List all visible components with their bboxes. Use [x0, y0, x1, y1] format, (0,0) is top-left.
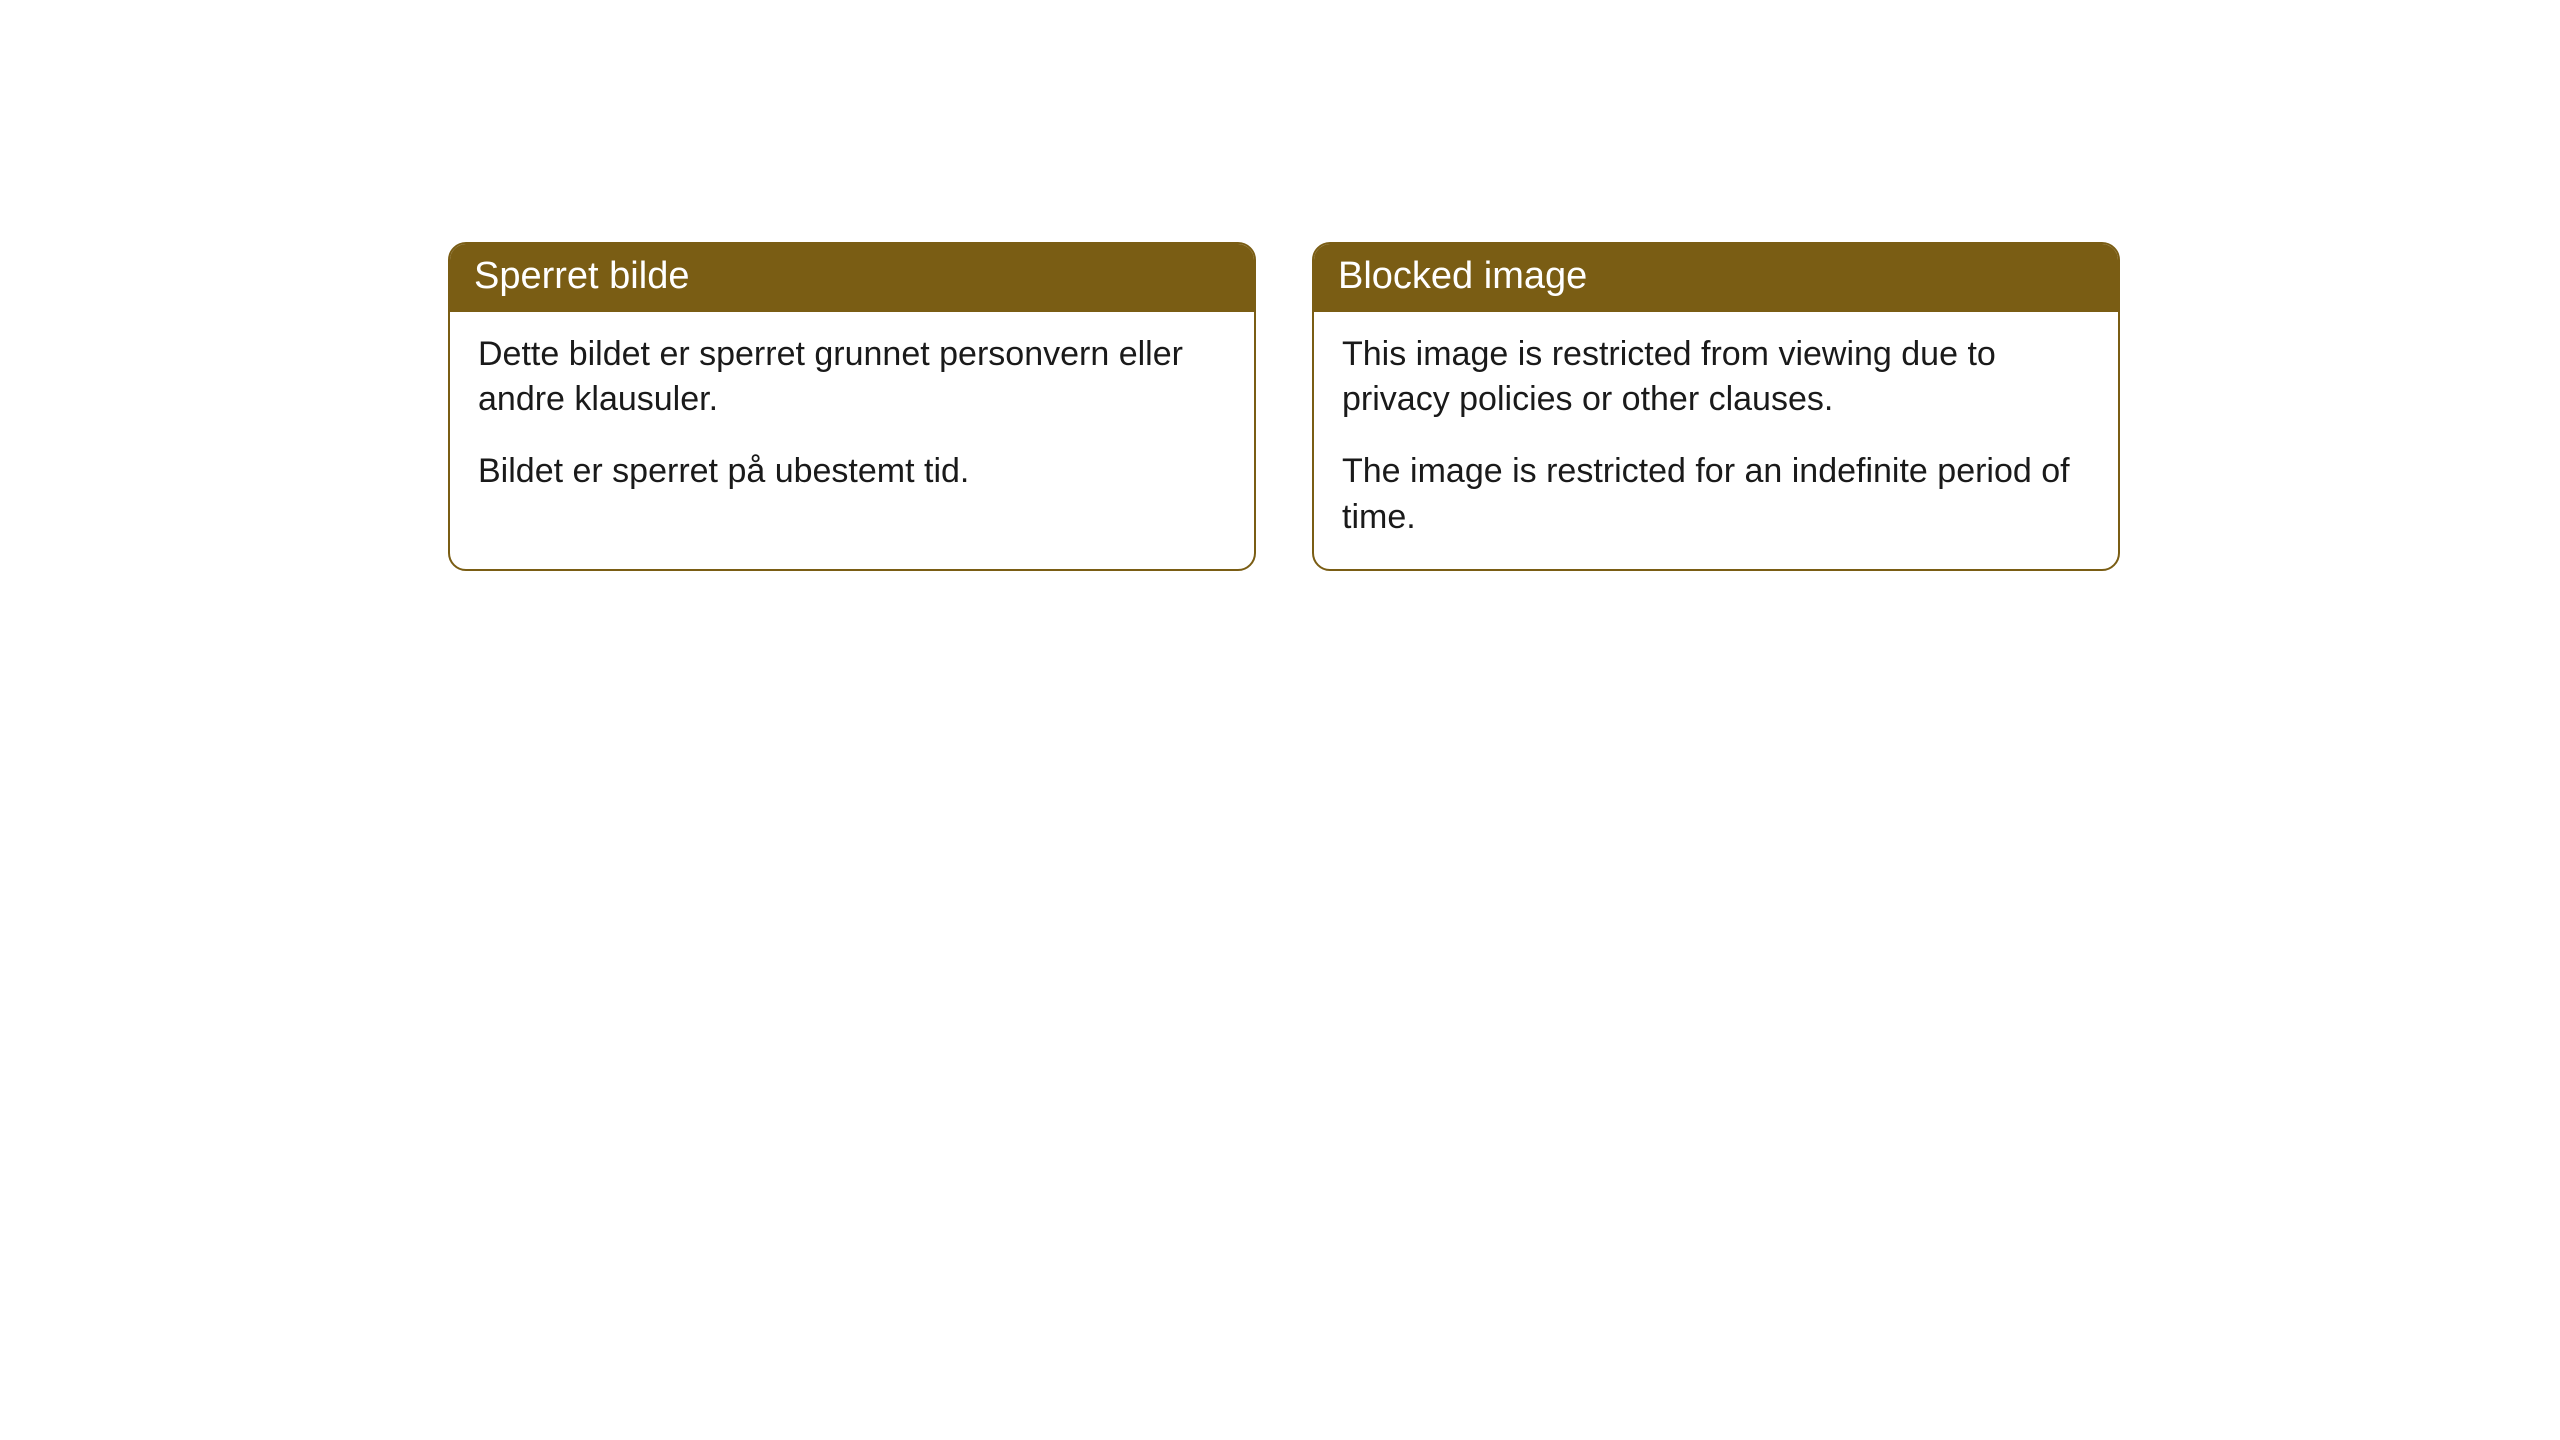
card-title: Sperret bilde [474, 255, 689, 297]
card-body: Dette bildet er sperret grunnet personve… [450, 312, 1254, 524]
card-body: This image is restricted from viewing du… [1314, 312, 2118, 570]
notice-card-norwegian: Sperret bilde Dette bildet er sperret gr… [448, 242, 1256, 571]
card-title: Blocked image [1338, 255, 1587, 297]
card-paragraph: This image is restricted from viewing du… [1342, 332, 2090, 424]
notice-cards-container: Sperret bilde Dette bildet er sperret gr… [448, 242, 2120, 571]
card-paragraph: The image is restricted for an indefinit… [1342, 449, 2090, 541]
card-paragraph: Dette bildet er sperret grunnet personve… [478, 332, 1226, 424]
card-paragraph: Bildet er sperret på ubestemt tid. [478, 449, 1226, 495]
card-header: Sperret bilde [450, 244, 1254, 312]
card-header: Blocked image [1314, 244, 2118, 312]
notice-card-english: Blocked image This image is restricted f… [1312, 242, 2120, 571]
